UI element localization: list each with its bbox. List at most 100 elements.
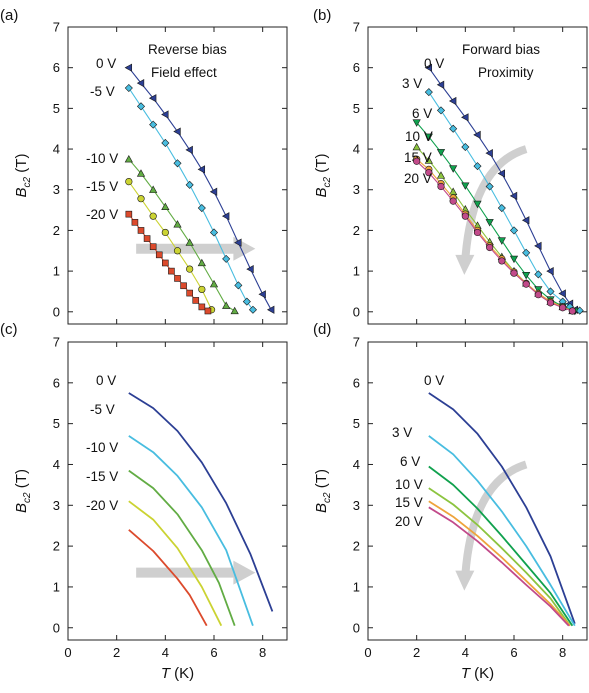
x-tick-label: 0 (364, 645, 371, 660)
y-axis-label: Bc2 (T) (313, 154, 333, 198)
data-point (137, 195, 145, 203)
series-label: -10 V (86, 151, 118, 166)
data-point (155, 251, 163, 259)
data-point (522, 248, 531, 257)
data-point (173, 220, 182, 228)
series-line (428, 500, 571, 627)
series-label: -15 V (86, 179, 118, 194)
data-point (197, 258, 206, 267)
plot-frame (367, 26, 588, 325)
data-point (234, 238, 242, 247)
data-point (546, 266, 554, 276)
data-point (174, 275, 181, 282)
data-point (149, 212, 157, 220)
data-point (204, 307, 212, 315)
series-neg10: -10 V (86, 440, 236, 627)
data-point (473, 228, 482, 237)
series-3: 3 V (392, 425, 576, 627)
data-point (246, 264, 254, 274)
annotation-text: Proximity (478, 65, 534, 80)
annotation-text: Reverse bias (148, 42, 227, 57)
data-point (485, 219, 494, 227)
y-tick-label: 0 (353, 620, 360, 635)
series-20: 20 V (404, 157, 577, 315)
x-tick-label: 2 (413, 645, 420, 660)
data-point (448, 96, 457, 106)
series-15: 15 V (395, 495, 571, 627)
data-point (509, 255, 519, 264)
data-point (510, 269, 518, 277)
data-point (149, 120, 158, 129)
data-point (131, 218, 139, 226)
x-tick-label: 4 (162, 645, 169, 660)
data-point (509, 191, 518, 200)
data-point (509, 226, 519, 235)
data-point (497, 204, 506, 213)
data-point (136, 102, 146, 111)
y-tick-label: 4 (353, 457, 360, 472)
data-point (486, 243, 494, 252)
data-point (534, 241, 542, 250)
data-point (173, 247, 182, 255)
y-tick-label: 1 (53, 579, 60, 594)
plot-frame (367, 341, 588, 641)
data-point (209, 228, 219, 237)
series-label: -20 V (86, 207, 118, 222)
data-point (197, 165, 206, 174)
series-label: 0 V (96, 373, 116, 388)
y-tick-label: 3 (353, 182, 360, 197)
curved-arrow-shaft (461, 145, 528, 260)
data-point (546, 299, 555, 307)
data-point (424, 133, 433, 142)
data-point (149, 185, 158, 193)
data-point (461, 212, 469, 220)
curved-arrow-shaft (461, 460, 528, 575)
data-point (161, 138, 170, 147)
data-point (558, 289, 566, 298)
series-line (128, 435, 254, 627)
panel-label: (d) (313, 321, 331, 338)
series-3: 3 V (402, 76, 584, 315)
data-point (242, 297, 251, 306)
series-line (128, 529, 208, 627)
series-label: -15 V (86, 469, 118, 484)
series-line (428, 435, 576, 627)
data-point (258, 290, 266, 299)
series-neg20: -20 V (86, 207, 212, 315)
data-point (198, 303, 206, 311)
data-point (568, 307, 577, 315)
series-line (428, 506, 570, 627)
x-tick-label: 2 (113, 645, 120, 660)
y-tick-label: 5 (353, 416, 360, 431)
data-point (173, 159, 182, 168)
series-line (128, 87, 254, 311)
y-axis-label: Bc2 (T) (313, 469, 333, 513)
data-point (185, 145, 193, 154)
panel-c: (c) 0 1 2 3 4 5 6 7 0 2 4 6 8 Bc2 (T) T (K) 0 V -5 V -10 V… (0, 321, 288, 682)
y-axis-label: Bc2 (T) (13, 154, 33, 198)
y-tick-label: 3 (53, 182, 60, 197)
series-label: 15 V (395, 495, 423, 510)
y-tick-label: 7 (53, 335, 60, 350)
y-tick-label: 3 (353, 498, 360, 513)
y-tick-label: 4 (353, 142, 360, 157)
data-point (161, 228, 169, 237)
data-point (473, 162, 482, 171)
data-point (534, 291, 542, 299)
series-label: 6 V (400, 454, 420, 469)
x-tick-label: 8 (559, 645, 566, 660)
y-tick-label: 6 (53, 375, 60, 390)
series-line (428, 392, 576, 625)
data-point (485, 149, 493, 158)
data-point (185, 180, 194, 189)
y-tick-label: 2 (353, 539, 360, 554)
series-label: 15 V (404, 150, 432, 165)
y-tick-label: 0 (353, 304, 360, 319)
data-point (186, 289, 193, 297)
series-line (128, 67, 272, 311)
data-point (124, 63, 133, 72)
panel-label: (b) (313, 7, 331, 24)
plot-frame (67, 26, 288, 325)
data-point (148, 94, 157, 103)
